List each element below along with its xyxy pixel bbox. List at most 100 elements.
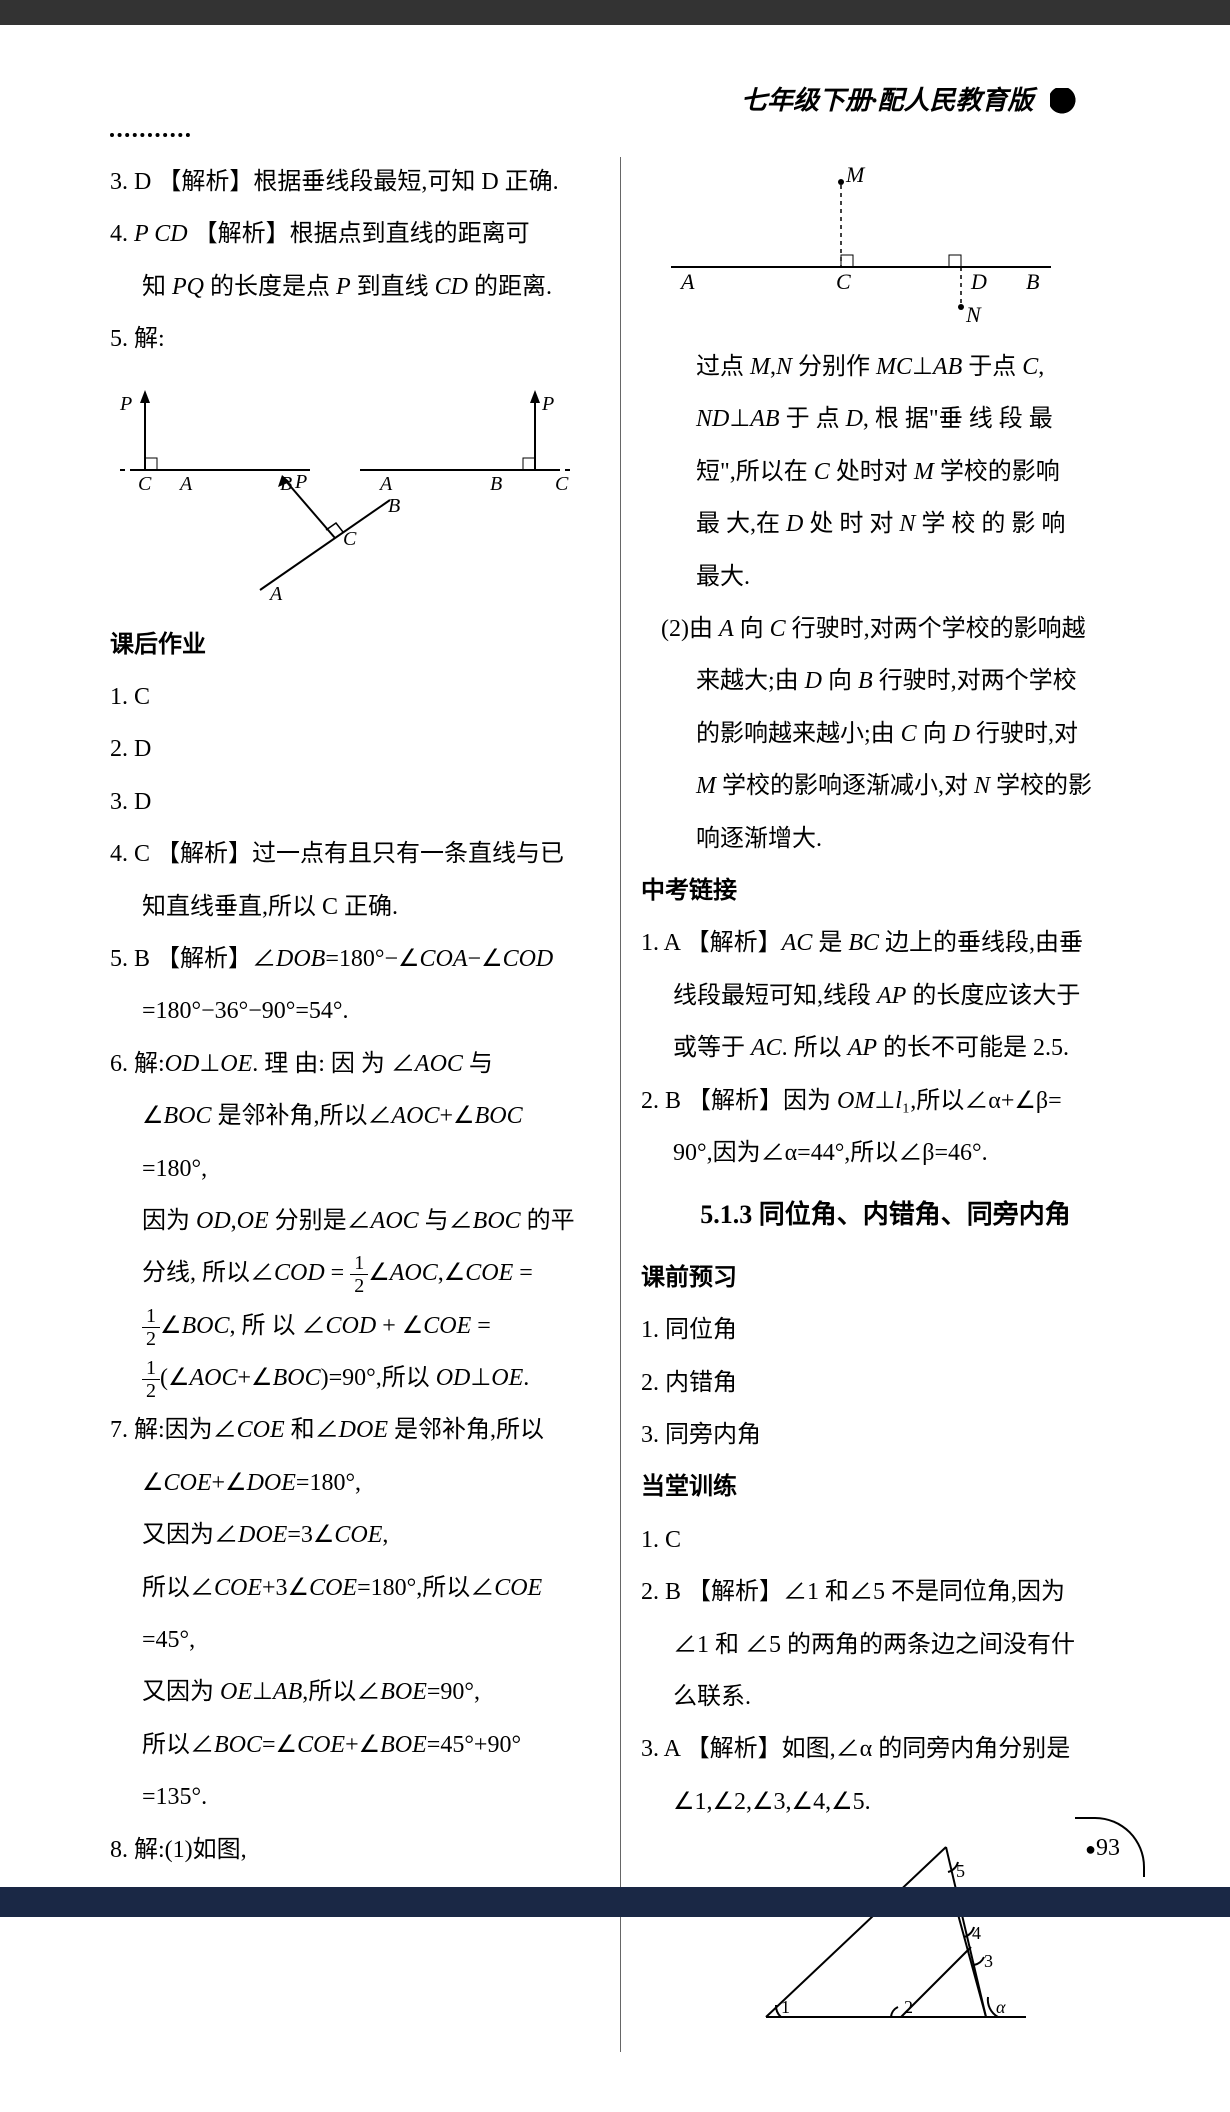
hw-3: 3. D: [110, 777, 600, 827]
t: . 所以: [782, 1035, 848, 1061]
t: D: [805, 668, 822, 694]
t: DOE: [247, 1470, 296, 1496]
hw-7-l6: 又因为 OE⊥AB,所以∠BOE=90°,: [110, 1667, 600, 1717]
t: )=90°,所以: [321, 1365, 436, 1391]
hw-6-l5: 分线, 所以∠COD = 12∠AOC,∠COE =: [110, 1248, 600, 1298]
t: =180°,所以∠: [357, 1575, 494, 1601]
t: AOC: [390, 1260, 438, 1286]
t: .: [523, 1365, 529, 1391]
t: M: [914, 459, 934, 485]
pv-2: 2. 内错角: [641, 1358, 1130, 1408]
t: 所以∠: [142, 1575, 214, 1601]
t: 【解析】根据点到直线的距离可: [188, 221, 530, 247]
t: DOB: [276, 946, 325, 972]
t: OE: [220, 1679, 252, 1705]
t: BOC: [214, 1732, 262, 1758]
hw-6-l6: 12∠BOC, 所 以 ∠COD + ∠COE =: [110, 1301, 600, 1351]
t: 向: [734, 616, 770, 642]
t: AOC: [415, 1051, 463, 1077]
t: 1. A 【解析】: [641, 930, 782, 956]
left-item-5: 5. 解:: [110, 314, 600, 364]
t: CD: [435, 274, 468, 300]
t: BOC: [182, 1313, 230, 1339]
t: 又因为: [142, 1679, 220, 1705]
hw-5a: 5. B 【解析】∠DOB=180°−∠COA−∠COD: [110, 934, 600, 984]
t: AC: [782, 930, 813, 956]
t: AOC: [190, 1365, 238, 1391]
t: ,所以∠: [302, 1679, 380, 1705]
lbl: N: [965, 302, 982, 327]
t: 与: [463, 1051, 493, 1077]
t: 知: [142, 274, 172, 300]
t: 分别作: [792, 354, 876, 380]
t: 行驶时,对两个学校的影响越: [786, 616, 1086, 642]
t: OM: [837, 1088, 874, 1114]
t: AP: [848, 1035, 877, 1061]
lbl: C: [343, 528, 357, 550]
t: ⊥: [252, 1679, 273, 1705]
t: N: [974, 773, 990, 799]
hw-8: 8. 解:(1)如图,: [110, 1825, 600, 1875]
t: DOE: [339, 1417, 388, 1443]
t: =: [513, 1260, 533, 1286]
t: 又因为∠: [142, 1522, 238, 1548]
t: 最 大,在: [696, 511, 786, 537]
t: , 所 以 ∠: [230, 1313, 326, 1339]
lbl: α: [996, 1997, 1006, 2017]
t: −∠: [468, 946, 503, 972]
lbl: A: [178, 473, 193, 495]
lbl: C: [836, 269, 851, 294]
hw-4b: 知直线垂直,所以 C 正确.: [110, 882, 600, 932]
t: COD: [326, 1313, 377, 1339]
t: OD: [165, 1051, 200, 1077]
lbl: A: [679, 269, 695, 294]
hw-7-l5: =45°,: [110, 1615, 600, 1665]
t: COE: [494, 1575, 542, 1601]
lbl: B: [388, 495, 400, 517]
bottom-bar: [0, 1887, 1230, 1917]
r-l10: 响逐渐增大.: [641, 814, 1130, 864]
t: ,: [382, 1522, 388, 1548]
t: +∠: [212, 1470, 247, 1496]
left-column: 3. D 【解析】根据垂线段最短,可知 D 正确. 4. P CD 【解析】根据…: [100, 157, 620, 2052]
t: 学校的影响: [934, 459, 1060, 485]
r-l7: 来越大;由 D 向 B 行驶时,对两个学校: [641, 656, 1130, 706]
t: BC: [848, 930, 879, 956]
t: A: [719, 616, 734, 642]
hw-6-l7: 12(∠AOC+∠BOC)=90°,所以 OD⊥OE.: [110, 1353, 600, 1403]
lbl: B: [490, 473, 502, 495]
t: 短",所以在: [696, 459, 814, 485]
t: B: [858, 668, 873, 694]
triangle-diagram: 1 2 3 4 5 α: [641, 1837, 1130, 2037]
t: 是邻补角,所以: [388, 1417, 544, 1443]
dotted-rule: [110, 133, 190, 137]
t: COE: [214, 1575, 262, 1601]
lbl: A: [268, 583, 283, 605]
header-text: 七年级下册·配人民教育版: [741, 86, 1034, 115]
t: C: [901, 721, 917, 747]
t: 于 点: [780, 406, 846, 432]
hw-7-l1: 7. 解:因为∠COE 和∠DOE 是邻补角,所以: [110, 1405, 600, 1455]
t: ∠: [368, 1260, 390, 1286]
t: 边上的垂线段,由垂: [879, 930, 1083, 956]
diagram-perp-three: P C A B P A B C: [110, 375, 600, 605]
t: PQ: [172, 274, 204, 300]
t: 行驶时,对: [970, 721, 1078, 747]
perp-diagrams-svg: P C A B P A B C: [110, 375, 580, 605]
right-column: M A C D B N 过点 M,N 分别作 MC⊥AB 于点 C, ND⊥AB…: [620, 157, 1140, 2052]
t: OE: [237, 1208, 269, 1234]
t: , 根 据"垂 线 段 最: [863, 406, 1053, 432]
t: C: [770, 616, 786, 642]
r-l8: 的影响越来越小;由 C 向 D 行驶时,对: [641, 709, 1130, 759]
page-number-text: 93: [1096, 1835, 1120, 1861]
t: ∠: [142, 1470, 164, 1496]
t: ND: [696, 406, 729, 432]
lbl: M: [845, 167, 866, 187]
t: 与∠: [419, 1208, 473, 1234]
tr-3b: ∠1,∠2,∠3,∠4,∠5.: [641, 1777, 1130, 1827]
hw-7-l3: 又因为∠DOE=3∠COE,: [110, 1510, 600, 1560]
hw-6-l4: 因为 OD,OE 分别是∠AOC 与∠BOC 的平: [110, 1196, 600, 1246]
r-l6: (2)由 A 向 C 行驶时,对两个学校的影响越: [641, 604, 1130, 654]
t: ⊥: [729, 406, 750, 432]
t: N: [776, 354, 792, 380]
